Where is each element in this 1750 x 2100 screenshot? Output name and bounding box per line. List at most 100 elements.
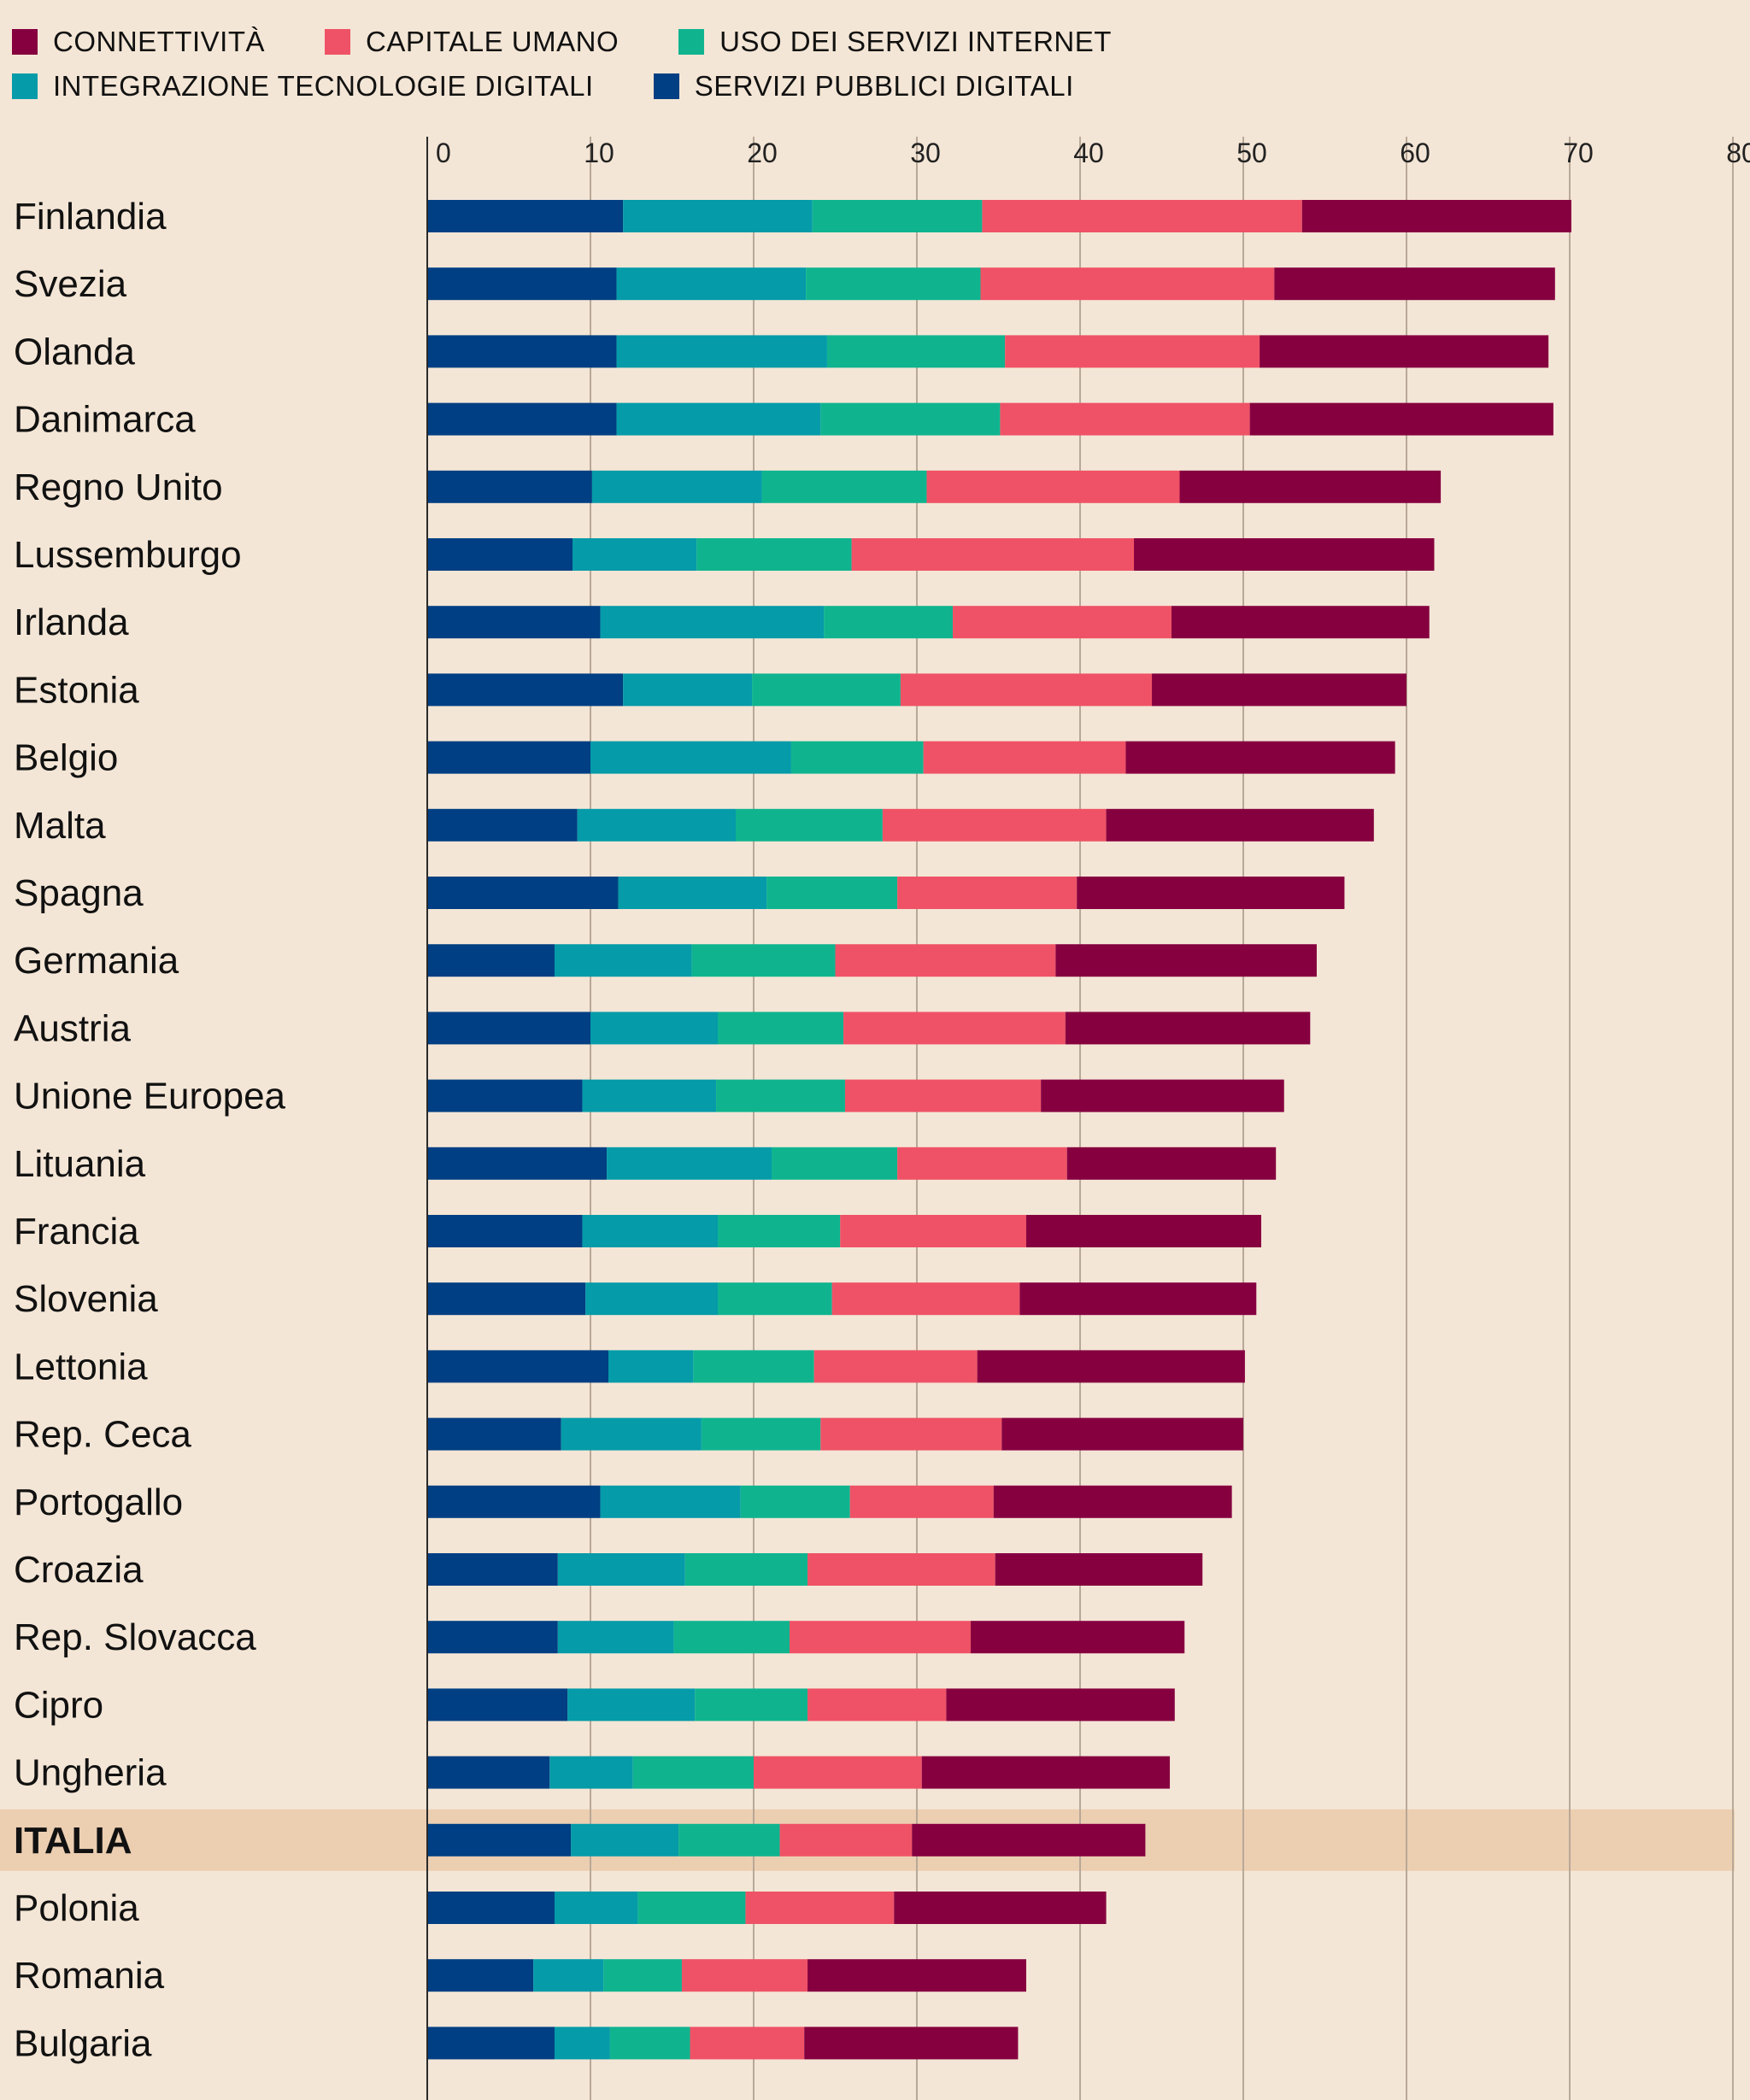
bar-segment-integrazione [618,877,767,909]
bar-segment-uso_internet [673,1621,790,1654]
bar-segment-integrazione [533,1959,604,1992]
bar-segment-uso_internet [693,1350,814,1383]
bar-segment-connettivita [1106,808,1374,842]
bar-segment-connettivita [807,1959,1026,1992]
bar-segment-capitale_umano [754,1756,922,1789]
bar-segment-capitale_umano [807,1553,995,1586]
bar-segment-connettivita [946,1688,1175,1722]
country-label: Francia [14,1211,139,1252]
bar-segment-integrazione [608,1350,694,1383]
bar-segment-servizi_pubblici [427,1079,583,1112]
bar-segment-capitale_umano [835,944,1056,977]
x-tick-label-60: 60 [1400,138,1430,168]
bar-segment-connettivita [1077,877,1345,909]
bar-segment-uso_internet [826,335,1006,368]
bar-segment-capitale_umano [900,673,1153,707]
legend-swatch-servizi_pubblici [653,73,679,99]
bar-segment-integrazione [571,1823,679,1857]
bar-segment-uso_internet [761,470,927,503]
bar-segment-connettivita [1274,267,1555,301]
legend-swatch-integrazione [12,73,38,99]
legend-item-integrazione: INTEGRAZIONE TECNOLOGIE DIGITALI [12,70,594,103]
bar-segment-connettivita [1249,402,1553,436]
bar-segment-uso_internet [790,741,924,774]
country-label: Rep. Slovacca [14,1616,256,1658]
bar-segment-connettivita [971,1621,1185,1654]
bar-segment-servizi_pubblici [427,2027,555,2060]
bar-segment-servizi_pubblici [427,1485,601,1518]
bar-segment-connettivita [894,1892,1107,1924]
bar-segment-connettivita [921,1756,1171,1789]
bar-segment-capitale_umano [926,470,1180,503]
country-label: Olanda [14,331,135,372]
bar-segment-integrazione [616,335,827,368]
bar-segment-servizi_pubblici [427,1350,609,1383]
bar-segment-integrazione [572,538,697,571]
bar-segment-uso_internet [752,673,901,707]
bar-segment-capitale_umano [982,200,1302,232]
bar-segment-uso_internet [716,1079,845,1112]
country-label: Spagna [14,872,144,914]
country-label: Portogallo [14,1481,183,1523]
bar-segment-connettivita [1260,335,1549,368]
bar-segment-servizi_pubblici [427,1282,586,1316]
bar-segment-uso_internet [678,1823,780,1857]
bar-segment-uso_internet [637,1892,746,1924]
bar-segment-integrazione [585,1282,718,1316]
bar-segment-integrazione [554,2027,610,2060]
bar-segment-servizi_pubblici [427,470,592,503]
bar-segment-capitale_umano [745,1892,895,1924]
bar-segment-connettivita [1019,1282,1257,1316]
bar-segment-capitale_umano [1000,402,1250,436]
bar-segment-capitale_umano [851,538,1135,571]
bar-segment-capitale_umano [820,1417,1002,1451]
bar-segment-connettivita [977,1350,1245,1383]
bar-segment-servizi_pubblici [427,1823,572,1857]
bar-segment-integrazione [600,1485,741,1518]
bar-segment-capitale_umano [790,1621,972,1654]
bar-segment-integrazione [623,673,753,707]
bar-segment-connettivita [1066,1147,1277,1180]
bar-segment-servizi_pubblici [427,1621,558,1654]
country-label: Finlandia [14,196,167,238]
country-label: Rep. Ceca [14,1414,191,1456]
bar-segment-integrazione [582,1079,717,1112]
x-tick-label-30: 30 [910,138,941,168]
bar-segment-connettivita [995,1553,1203,1586]
bar-segment-capitale_umano [1005,335,1260,368]
bar-segment-uso_internet [820,402,1001,436]
legend: CONNETTIVITÀ CAPITALE UMANO USO DEI SERVIZ… [12,26,1747,103]
country-label: Malta [14,805,106,847]
bar-segment-integrazione [557,1621,674,1654]
bar-segment-uso_internet [603,1959,682,1992]
country-label: Lituania [14,1143,146,1185]
bar-segment-uso_internet [766,877,898,909]
bar-segment-capitale_umano [840,1215,1026,1247]
bar-segment-servizi_pubblici [427,741,590,774]
country-label: Polonia [14,1887,139,1929]
bar-segment-servizi_pubblici [427,877,619,909]
bar-segment-servizi_pubblici [427,673,624,707]
legend-label-uso_internet: USO DEI SERVIZI INTERNET [719,26,1112,57]
bar-segment-uso_internet [632,1756,754,1789]
legend-swatch-capitale_umano [325,29,351,55]
bar-segment-connettivita [993,1485,1232,1518]
bar-segment-capitale_umano [897,1147,1067,1180]
legend-label-integrazione: INTEGRAZIONE TECNOLOGIE DIGITALI [53,70,594,102]
bar-segment-capitale_umano [807,1688,947,1722]
bar-segment-integrazione [616,267,807,301]
x-tick-label-70: 70 [1563,138,1594,168]
country-label: Cipro [14,1684,103,1726]
x-tick-label-20: 20 [747,138,778,168]
legend-item-connettivita: CONNETTIVITÀ [12,26,265,58]
bar-segment-capitale_umano [831,1282,1020,1316]
x-tick-label-50: 50 [1236,138,1267,168]
country-label: Ungheria [14,1752,167,1794]
country-label: Slovenia [14,1278,158,1320]
bar-segment-capitale_umano [779,1823,913,1857]
bar-segment-uso_internet [695,1688,808,1722]
bar-segment-uso_internet [806,267,981,301]
bar-segment-servizi_pubblici [427,1215,583,1247]
bar-segment-capitale_umano [681,1959,808,1992]
country-label: Belgio [14,737,118,779]
